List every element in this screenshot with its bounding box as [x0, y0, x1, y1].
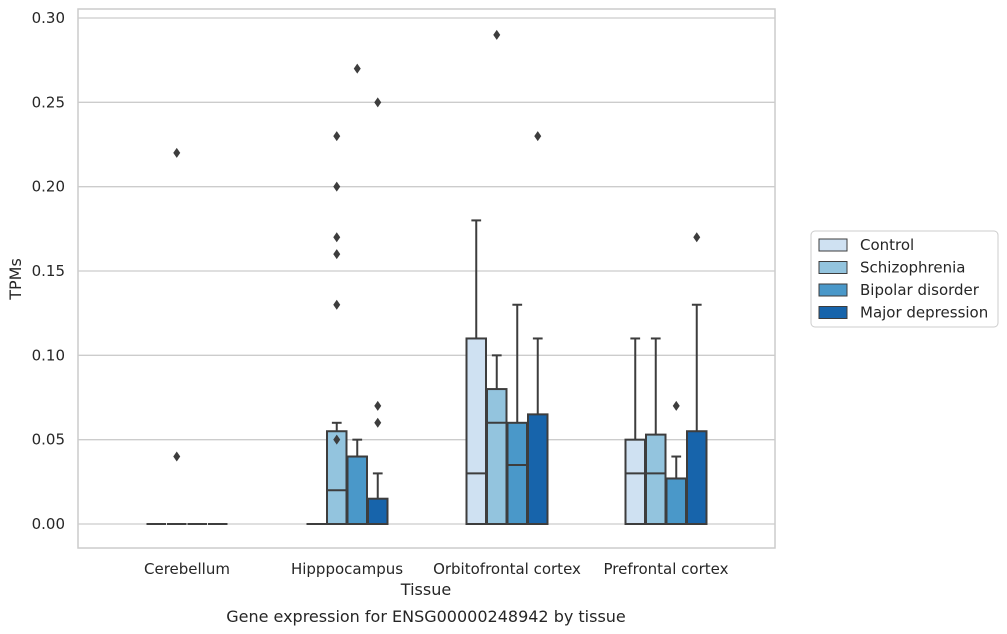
box-plot-series	[146, 29, 708, 526]
box-body	[645, 433, 667, 525]
legend-swatch	[818, 306, 848, 319]
box-body	[506, 421, 528, 525]
x-tick-label: Cerebellum	[144, 560, 230, 578]
box-schizophrenia	[167, 147, 187, 525]
box-body	[665, 477, 687, 525]
y-tick-label: 0.30	[32, 9, 65, 27]
legend-frame	[810, 230, 999, 328]
outlier-point	[374, 97, 382, 108]
box-schizophrenia	[486, 29, 508, 526]
x-axis-label: Tissue	[400, 580, 451, 599]
outlier-point	[333, 232, 341, 243]
box-bipolar-disorder	[506, 303, 528, 525]
legend-swatch	[818, 261, 848, 274]
outlier-point	[173, 147, 181, 158]
legend-label: Control	[860, 236, 914, 254]
box-schizophrenia	[645, 337, 667, 525]
outlier-point	[534, 131, 542, 142]
outlier-point	[333, 249, 341, 260]
box-major-depression	[686, 232, 708, 526]
box-body	[465, 337, 487, 526]
box-schizophrenia	[326, 131, 348, 526]
chart-caption: Gene expression for ENSG00000248942 by t…	[226, 607, 626, 626]
box-body	[367, 497, 389, 526]
box-body	[346, 455, 368, 525]
y-tick-label: 0.00	[32, 515, 65, 533]
outlier-point	[353, 63, 361, 74]
outlier-point	[333, 181, 341, 192]
box-bipolar-disorder	[346, 63, 368, 525]
box-body	[686, 430, 708, 526]
box-body	[326, 430, 348, 526]
outlier-point	[333, 434, 341, 445]
box-major-depression	[527, 131, 549, 525]
box-bipolar-disorder	[665, 400, 687, 525]
outlier-point	[672, 400, 680, 411]
outlier-point	[493, 29, 501, 40]
outlier-point	[374, 400, 382, 411]
x-tick-label: Orbitofrontal cortex	[433, 560, 581, 578]
box-body	[624, 438, 646, 525]
grid-lines	[78, 17, 775, 525]
y-tick-label: 0.05	[32, 431, 65, 449]
box-major-depression	[367, 97, 389, 526]
y-tick-label: 0.20	[32, 178, 65, 196]
outlier-point	[693, 232, 701, 243]
outlier-point	[374, 417, 382, 428]
x-tick-label: Hipppocampus	[291, 560, 403, 578]
box-control	[465, 219, 487, 526]
y-axis-ticks: 0.00 0.05 0.10 0.15 0.20 0.25 0.30	[32, 9, 65, 533]
x-axis-ticks: Cerebellum Hipppocampus Orbitofrontal cort…	[144, 560, 729, 578]
legend: Control Schizophrenia Bipolar disorder Majo…	[810, 230, 999, 328]
box-body	[486, 388, 508, 526]
box-body	[527, 413, 549, 525]
y-tick-label: 0.25	[32, 93, 65, 111]
outlier-point	[333, 299, 341, 310]
legend-label: Major depression	[860, 304, 988, 322]
plot-frame	[77, 8, 776, 549]
x-tick-label: Prefrontal cortex	[604, 560, 729, 578]
y-tick-label: 0.10	[32, 346, 65, 364]
outlier-point	[173, 451, 181, 462]
legend-swatch	[818, 283, 848, 297]
y-tick-label: 0.15	[32, 262, 65, 280]
box-control	[624, 337, 646, 525]
legend-label: Schizophrenia	[860, 259, 965, 277]
y-axis-label: TPMs	[6, 258, 25, 301]
legend-swatch	[818, 238, 848, 252]
legend-label: Bipolar disorder	[860, 281, 980, 299]
outlier-point	[333, 131, 341, 142]
